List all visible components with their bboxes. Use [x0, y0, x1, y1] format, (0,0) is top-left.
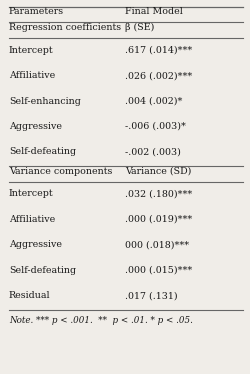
Text: -.002 (.003): -.002 (.003)	[125, 147, 181, 156]
Text: Intercept: Intercept	[9, 46, 54, 55]
Text: Self-defeating: Self-defeating	[9, 266, 76, 275]
Text: Parameters: Parameters	[9, 7, 64, 16]
Text: Final Model: Final Model	[125, 7, 183, 16]
Text: Intercept: Intercept	[9, 189, 54, 198]
Text: .617 (.014)***: .617 (.014)***	[125, 46, 192, 55]
Text: Residual: Residual	[9, 291, 50, 300]
Text: .000 (.019)***: .000 (.019)***	[125, 215, 192, 224]
Text: Variance (SD): Variance (SD)	[125, 167, 192, 176]
Text: .004 (.002)*: .004 (.002)*	[125, 96, 182, 105]
Text: .017 (.131): .017 (.131)	[125, 291, 178, 300]
Text: Affiliative: Affiliative	[9, 215, 55, 224]
Text: .026 (.002)***: .026 (.002)***	[125, 71, 192, 80]
Text: Variance components: Variance components	[9, 167, 112, 176]
Text: Aggressive: Aggressive	[9, 240, 62, 249]
Text: Self-defeating: Self-defeating	[9, 147, 76, 156]
Text: Regression coefficients: Regression coefficients	[9, 23, 121, 32]
Text: .032 (.180)***: .032 (.180)***	[125, 189, 192, 198]
Text: Note. *** p < .001.  **  p < .01. * p < .05.: Note. *** p < .001. ** p < .01. * p < .0…	[9, 316, 192, 325]
Text: Self-enhancing: Self-enhancing	[9, 96, 81, 105]
Text: β (SE): β (SE)	[125, 23, 154, 32]
Text: Aggressive: Aggressive	[9, 122, 62, 131]
Text: Affiliative: Affiliative	[9, 71, 55, 80]
Text: 000 (.018)***: 000 (.018)***	[125, 240, 189, 249]
Text: .000 (.015)***: .000 (.015)***	[125, 266, 192, 275]
Text: -.006 (.003)*: -.006 (.003)*	[125, 122, 186, 131]
